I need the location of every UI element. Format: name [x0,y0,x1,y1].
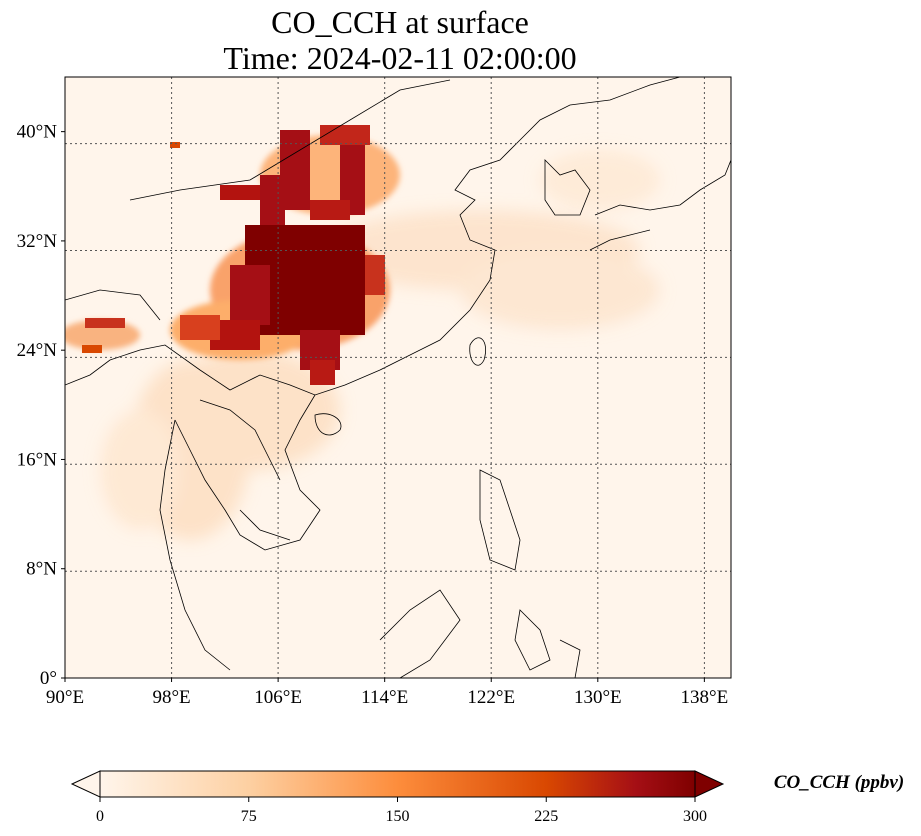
colorbar-min-extend [70,770,101,798]
x-tick-label: 138°E [681,687,729,708]
colorbar-tick-label: 225 [534,808,558,825]
colorbar-title: CO_CCH (ppbv) [774,772,904,793]
x-tick-label: 122°E [467,687,515,708]
x-tick-label: 90°E [46,687,84,708]
colorbar-tick-label: 150 [386,808,410,825]
y-tick-label: 24°N [17,340,58,361]
map-frame [64,76,732,679]
map-subtitle-time: Time: 2024-02-11 02:00:00 [223,40,577,76]
y-axis-ticks: 0° 8°N 16°N 24°N 32°N 40°N [17,122,65,689]
colorbar-tick-label: 0 [96,808,104,825]
y-tick-label: 16°N [17,449,58,470]
colorbar-max-extend [694,770,725,798]
map-title: CO_CCH at surface [271,4,529,40]
y-tick-label: 40°N [17,122,58,143]
y-tick-label: 32°N [17,231,58,252]
colorbar-tick-label: 300 [683,808,707,825]
y-tick-label: 0° [40,668,57,689]
colorbar: 0 75 150 225 300 CO_CCH (ppbv) [70,770,904,825]
colorbar-tick-label: 75 [241,808,257,825]
y-tick-label: 8°N [26,559,57,580]
colorbar-ticks: 0 75 150 225 300 [96,797,707,825]
x-tick-label: 106°E [254,687,302,708]
colorbar-gradient [99,770,696,798]
gridlines [65,77,731,678]
x-tick-label: 114°E [361,687,408,708]
x-tick-label: 130°E [574,687,622,708]
x-axis-ticks: 90°E 98°E 106°E 114°E 122°E 130°E 138°E [46,678,728,708]
x-tick-label: 98°E [152,687,190,708]
coastlines [65,77,731,678]
